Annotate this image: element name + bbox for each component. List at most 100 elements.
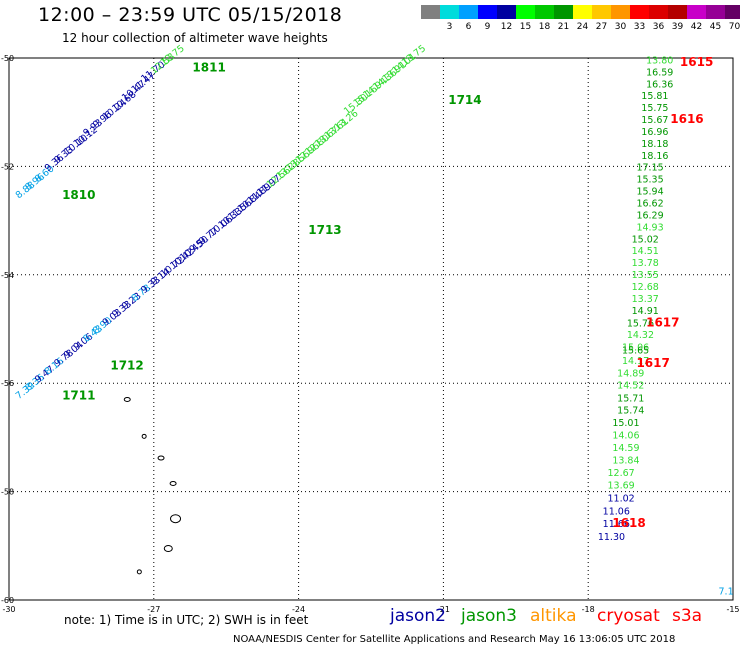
wave-height-value: 13.55 <box>632 270 659 281</box>
wave-height-value: 15.74 <box>617 406 644 417</box>
wave-height-value: 15.01 <box>612 418 639 429</box>
wave-height-value: 14.91 <box>632 306 659 317</box>
x-tick-label: -27 <box>147 605 160 614</box>
legend-label: 33 <box>633 22 646 32</box>
wave-height-value: 13.69 <box>608 480 635 491</box>
map-frame <box>8 57 734 601</box>
x-tick-label: -18 <box>582 605 595 614</box>
wave-height-value: 14.52 <box>617 381 644 392</box>
wave-height-value: 14.06 <box>612 430 639 441</box>
wave-height-value: 15.02 <box>632 234 659 245</box>
track-id-label: 1615 <box>680 55 713 69</box>
wave-height-value: 13.84 <box>612 455 639 466</box>
wave-height-value: 12.75 <box>159 43 187 68</box>
legend-swatch <box>459 5 478 19</box>
wave-height-value: 15.35 <box>636 175 663 186</box>
legend-label: 3 <box>446 22 453 32</box>
wave-height-value: 16.59 <box>646 67 673 78</box>
wave-height-value: 11.02 <box>608 493 635 504</box>
legend-label: 27 <box>595 22 608 32</box>
legend-swatch <box>725 5 740 19</box>
island-icon <box>170 514 182 524</box>
wave-height-value: 14.93 <box>636 222 663 233</box>
map-title: 12:00 – 23:59 UTC 05/15/2018 <box>38 4 343 26</box>
wave-height-value: 15.94 <box>636 187 663 198</box>
track-id-label: 1616 <box>670 112 703 126</box>
legend-swatch <box>668 5 687 19</box>
legend-swatch <box>630 5 649 19</box>
wave-height-value: 18.18 <box>641 139 668 150</box>
legend-swatch <box>421 5 440 19</box>
track-id-label: 1714 <box>448 93 481 107</box>
island-icon <box>136 569 142 575</box>
map-subtitle: 12 hour collection of altimeter wave hei… <box>62 31 328 45</box>
wave-height-value: 16.62 <box>636 199 663 210</box>
legend-swatch <box>497 5 516 19</box>
track-id-label: 1810 <box>62 188 95 202</box>
wave-height-value: 15.67 <box>641 115 668 126</box>
legend-label: 6 <box>465 22 472 32</box>
legend-swatch <box>611 5 630 19</box>
track-id-label: 1617 <box>646 315 679 329</box>
wave-height-value: 15.65 <box>622 345 649 356</box>
wave-height-value: 7.1 <box>719 587 734 598</box>
legend-label: 12 <box>500 22 513 32</box>
track-id-label: 1617 <box>636 356 669 370</box>
island-icon <box>141 433 147 439</box>
legend-label: 39 <box>671 22 684 32</box>
wave-height-value: 13.37 <box>632 294 659 305</box>
wave-height-value: 15.76 <box>627 318 654 329</box>
track-id-label: 1713 <box>308 223 341 237</box>
wave-height-value: 14.32 <box>627 330 654 341</box>
legend-label: 9 <box>484 22 491 32</box>
legend-swatch <box>554 5 573 19</box>
legend-label: 21 <box>557 22 570 32</box>
y-tick-label: -56 <box>1 379 14 388</box>
legend-swatch <box>478 5 497 19</box>
legend-s3a: s3a <box>672 606 703 626</box>
track-id-label: 1618 <box>612 516 645 530</box>
x-tick-label: -24 <box>292 605 305 614</box>
legend-swatch <box>516 5 535 19</box>
track-id-label: 1712 <box>110 359 143 373</box>
legend-label: 36 <box>652 22 665 32</box>
wave-height-value: 12.67 <box>608 468 635 479</box>
footnote: note: 1) Time is in UTC; 2) SWH is in fe… <box>64 613 309 627</box>
wave-height-value: 14.17 <box>622 356 649 367</box>
y-tick-label: -50 <box>1 54 14 63</box>
wave-height-value: 16.36 <box>646 79 673 90</box>
legend-cryosat: cryosat <box>597 606 660 626</box>
wave-height-value: 16.29 <box>636 210 663 221</box>
wave-height-value: 15.75 <box>641 103 668 114</box>
island-icon <box>157 455 165 461</box>
legend-label: 42 <box>690 22 703 32</box>
legend-swatch <box>649 5 668 19</box>
island-icon <box>169 480 177 486</box>
legend-swatch <box>687 5 706 19</box>
legend-label: 24 <box>576 22 589 32</box>
x-tick-label: -15 <box>726 605 739 614</box>
wave-height-value: 15.81 <box>641 91 668 102</box>
legend-swatch <box>592 5 611 19</box>
legend-swatch <box>573 5 592 19</box>
wave-height-value: 11.06 <box>603 506 630 517</box>
wave-height-value: 14.89 <box>617 369 644 380</box>
wave-height-value: 12.68 <box>632 282 659 293</box>
wave-height-value: 17.15 <box>636 163 663 174</box>
island-icon <box>163 545 173 553</box>
legend-label: 70 <box>728 22 740 32</box>
wave-height-value: 16.96 <box>641 127 668 138</box>
legend-jason3: jason3 <box>461 606 517 626</box>
wave-height-value: 13.80 <box>646 55 673 66</box>
legend-swatch <box>440 5 459 19</box>
legend-label: 15 <box>519 22 532 32</box>
y-tick-label: -54 <box>1 271 14 280</box>
x-tick-label: -21 <box>437 605 450 614</box>
legend-jason2: jason2 <box>390 606 446 626</box>
wave-height-value: 13.75 <box>400 43 428 68</box>
track-id-label: 1811 <box>192 61 225 75</box>
legend-swatch <box>706 5 725 19</box>
legend-label: 18 <box>538 22 551 32</box>
wave-height-value: 18.16 <box>641 151 668 162</box>
legend-label: 45 <box>709 22 722 32</box>
